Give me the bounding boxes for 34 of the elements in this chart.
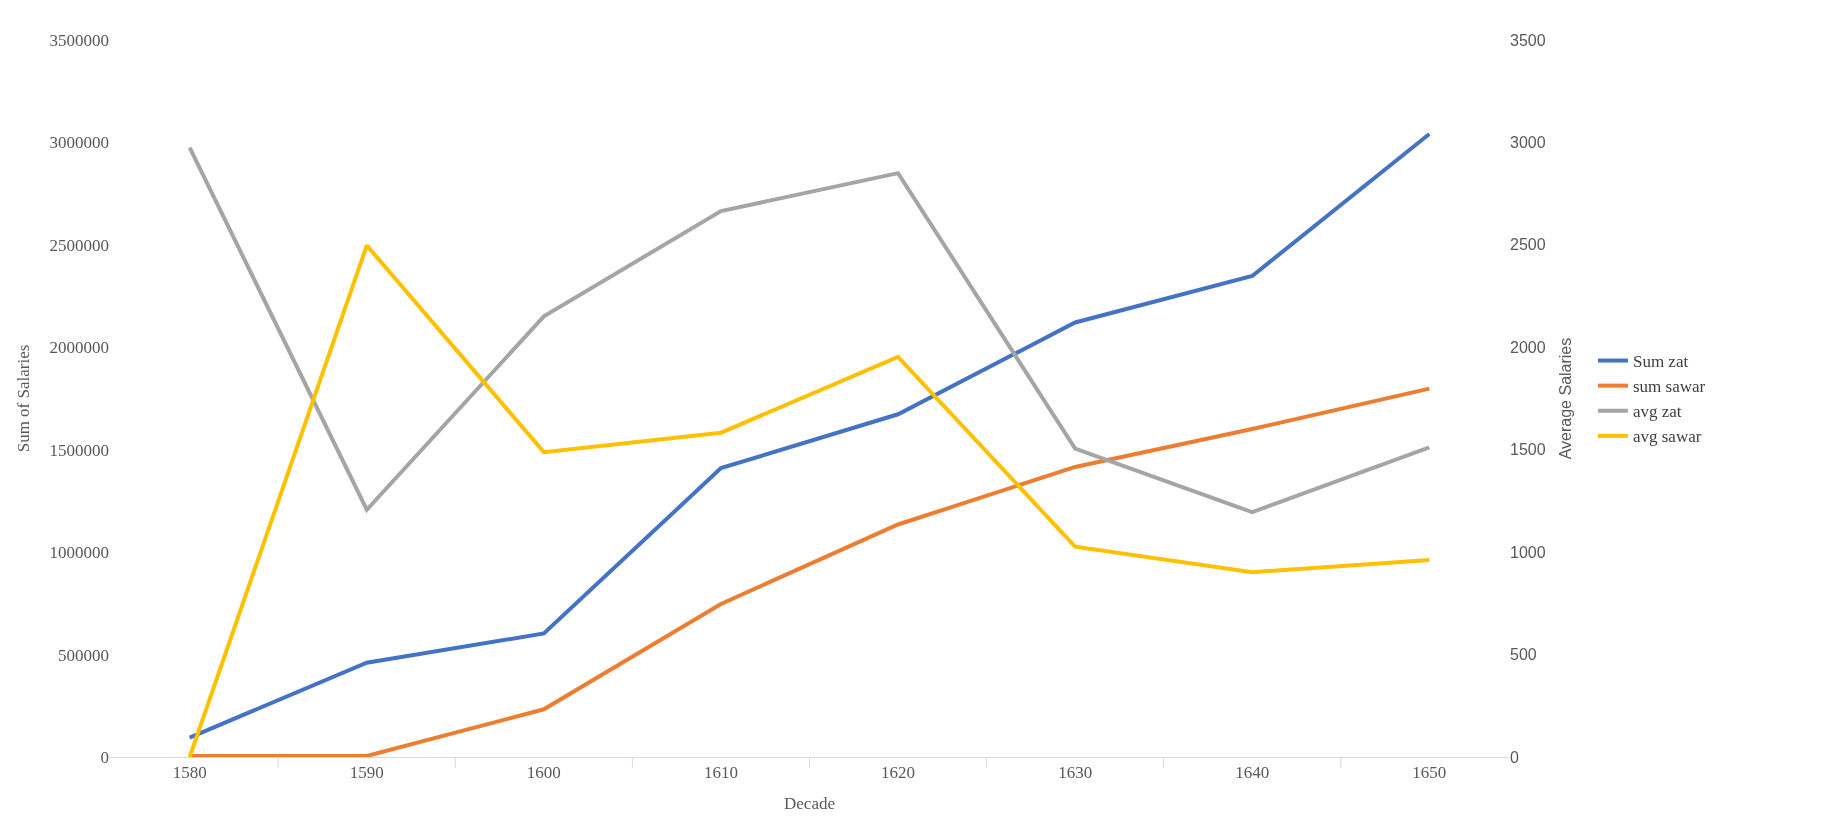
x-tick-label: 1610 — [703, 763, 738, 783]
y2-tick-label: 1000 — [1510, 543, 1546, 561]
y-tick-label: 2000000 — [49, 338, 109, 358]
x-tick-label: 1620 — [881, 763, 916, 783]
x-tick-label: 1600 — [526, 763, 561, 783]
y2-tick-label: 1500 — [1510, 441, 1546, 459]
line-series — [187, 145, 1432, 515]
y2-tick-label: 2000 — [1510, 338, 1546, 356]
x-tick-label: 1630 — [1058, 763, 1093, 783]
y2-tick-label: 0 — [1510, 748, 1519, 766]
x-tick-label: 1590 — [349, 763, 384, 783]
y2-axis-title: Average Salaries — [1557, 337, 1575, 460]
line-series — [187, 243, 1432, 757]
x-tick-label: 1650 — [1412, 763, 1447, 783]
x-tick-label: 1640 — [1235, 763, 1270, 783]
legend-label: avg sawar — [1632, 427, 1702, 447]
x-tick-label: 1580 — [172, 763, 207, 783]
legend-label: Sum zat — [1632, 352, 1689, 372]
y-tick-label: 0 — [100, 747, 109, 767]
y-tick-label: 2500000 — [49, 235, 109, 255]
y2-tick-label: 500 — [1510, 646, 1537, 664]
y-axis-title: Sum of Salaries — [14, 344, 34, 453]
y-tick-label: 3000000 — [49, 133, 109, 153]
y-tick-label: 500000 — [58, 645, 109, 665]
y-tick-label: 1000000 — [49, 543, 109, 563]
legend-label: avg zat — [1632, 402, 1682, 422]
y-tick-label: 3500000 — [49, 30, 109, 50]
y2-tick-label: 2500 — [1510, 236, 1546, 254]
line-series — [187, 132, 1432, 740]
y2-tick-label: 3000 — [1510, 134, 1546, 152]
legend-label: sum sawar — [1632, 377, 1706, 397]
y-tick-label: 1500000 — [49, 440, 109, 460]
y2-tick-label: 3500 — [1510, 31, 1546, 49]
x-axis-title: Decade — [784, 793, 835, 813]
